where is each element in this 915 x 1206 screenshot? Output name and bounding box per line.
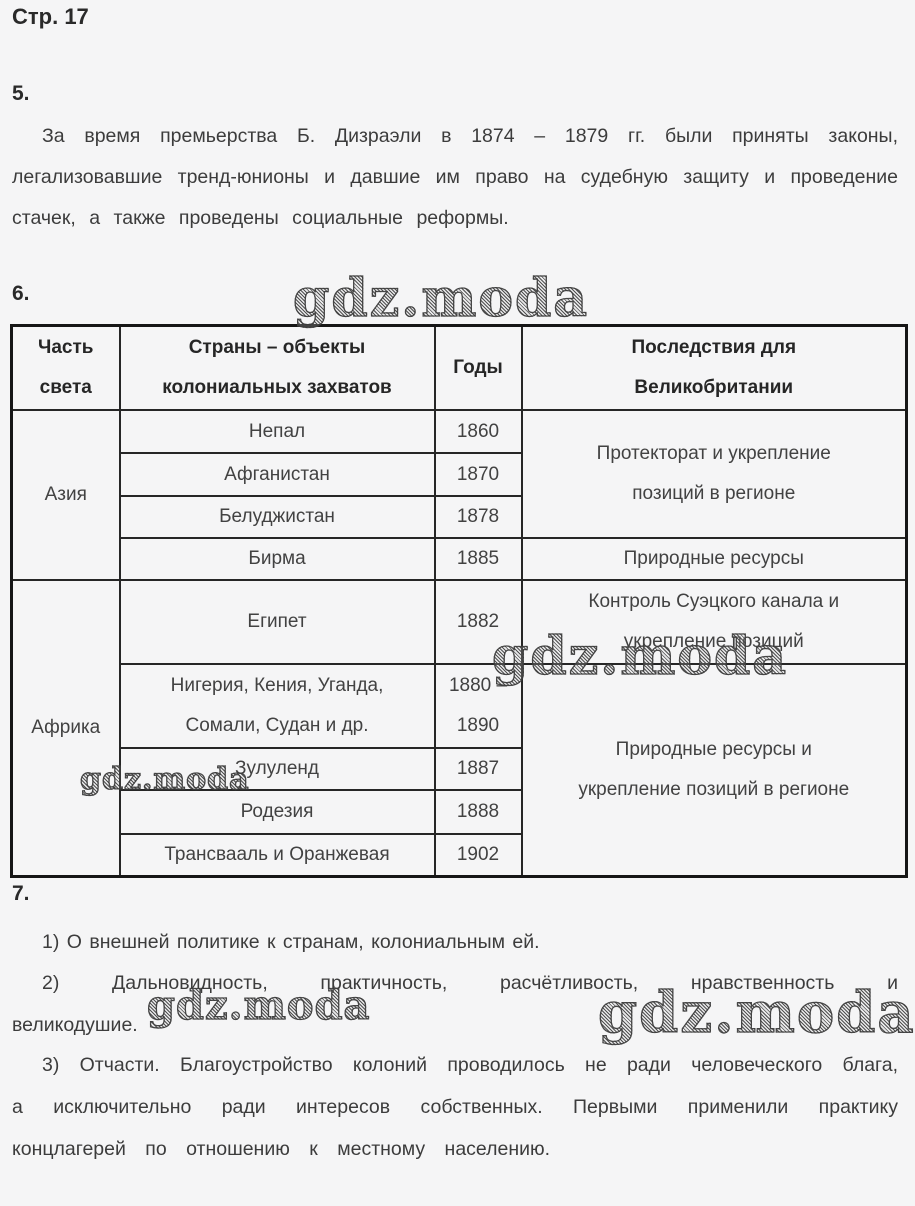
country-cell: Нигерия, Кения, Уганда, Сомали, Судан и … — [118, 663, 436, 749]
watermark-gdz-moda: gdz.moda — [292, 267, 590, 329]
table-row: Родезия 1888 — [12, 789, 907, 835]
watermark-gdz-moda: gdz.moda — [491, 625, 789, 687]
table-row: Трансвааль и Оранжевая 1902 — [12, 833, 907, 878]
year-text: 1880 – 1890 — [448, 675, 508, 736]
section-7-number: 7. — [12, 882, 30, 905]
country-cell: Трансвааль и Оранжевая — [118, 833, 436, 878]
header-countries-label: Страны – объекты колониальных захватов — [162, 337, 392, 398]
country-cell: Непал — [118, 409, 436, 454]
table-row: Африка Египет 1882 Контроль Суэцкого кан… — [10, 579, 908, 878]
country-text: Нигерия, Кения, Уганда, Сомали, Судан и … — [170, 675, 384, 736]
header-countries: Страны – объекты колониальных захватов — [118, 324, 436, 411]
region-asia-cell: Азия — [10, 409, 121, 581]
year-cell: 1887 — [433, 747, 523, 791]
header-part-label: Часть света — [38, 337, 94, 398]
header-consequences: Последствия для Великобритании — [520, 324, 908, 411]
year-cell: 1878 — [433, 495, 523, 539]
section-5-paragraph: За время премьерства Б. Дизраэли в 1874 … — [12, 125, 898, 229]
year-cell: 1882 — [433, 579, 523, 665]
page-title: Стр. 17 — [12, 4, 89, 29]
section-5-number: 5. — [12, 82, 30, 105]
year-cell: 1888 — [433, 789, 523, 835]
country-cell: Афганистан — [118, 452, 436, 497]
consequence-cell: Протекторат и укрепление позиций в регио… — [520, 409, 908, 539]
header-part-of-world: Часть света — [10, 324, 121, 411]
watermark-gdz-moda: gdz.moda — [597, 979, 915, 1046]
table-header-row: Часть света Страны – объекты колониальны… — [10, 324, 908, 411]
colonial-conquests-table: Часть света Страны – объекты колониальны… — [10, 324, 908, 878]
section-6-number: 6. — [12, 282, 30, 305]
consequence-text: Протекторат и укрепление позиций в регио… — [596, 443, 831, 504]
section-7-answer-2: 2) Дальновидность, практичность, расчётл… — [12, 972, 898, 1036]
year-cell: 1860 — [433, 409, 523, 454]
country-cell: Родезия — [118, 789, 436, 835]
watermark-gdz-moda: gdz.moda — [146, 981, 371, 1029]
table-row: Азия Непал 1860 Протекторат и укрепление… — [10, 409, 908, 581]
country-cell: Египет — [118, 579, 436, 665]
country-cell: Белуджистан — [118, 495, 436, 539]
table-row: Афганистан 1870 — [12, 452, 907, 497]
table-row: Белуджистан 1878 — [12, 495, 907, 539]
country-cell: Зулуленд — [118, 747, 436, 791]
header-years: Годы — [433, 324, 523, 411]
year-cell: 1880 – 1890 — [433, 663, 523, 749]
consequence-text: Контроль Суэцкого канала и укрепление по… — [588, 591, 840, 652]
consequence-cell: Природные ресурсы и укрепление позиций в… — [520, 663, 908, 878]
consequence-text: Природные ресурсы и укрепление позиций в… — [578, 739, 850, 800]
table-row: Нигерия, Кения, Уганда, Сомали, Судан и … — [12, 663, 908, 878]
header-consequences-label: Последствия для Великобритании — [631, 337, 797, 398]
year-cell: 1902 — [433, 833, 523, 878]
table-row: Бирма 1885 Природные ресурсы — [12, 537, 908, 581]
year-cell: 1870 — [433, 452, 523, 497]
region-africa-cell: Африка — [10, 579, 121, 878]
section-7-answer-3: 3) Отчасти. Благоустройство колоний пров… — [12, 1054, 898, 1160]
country-cell: Бирма — [118, 537, 436, 581]
table-row: Зулуленд 1887 — [12, 747, 907, 791]
consequence-cell: Контроль Суэцкого канала и укрепление по… — [520, 579, 908, 665]
consequence-cell: Природные ресурсы — [520, 537, 908, 581]
year-cell: 1885 — [433, 537, 523, 581]
watermark-gdz-moda: gdz.moda — [79, 761, 250, 797]
section-7-answer-1: 1) О внешней политике к странам, колониа… — [42, 931, 540, 953]
header-years-label: Годы — [453, 356, 503, 378]
